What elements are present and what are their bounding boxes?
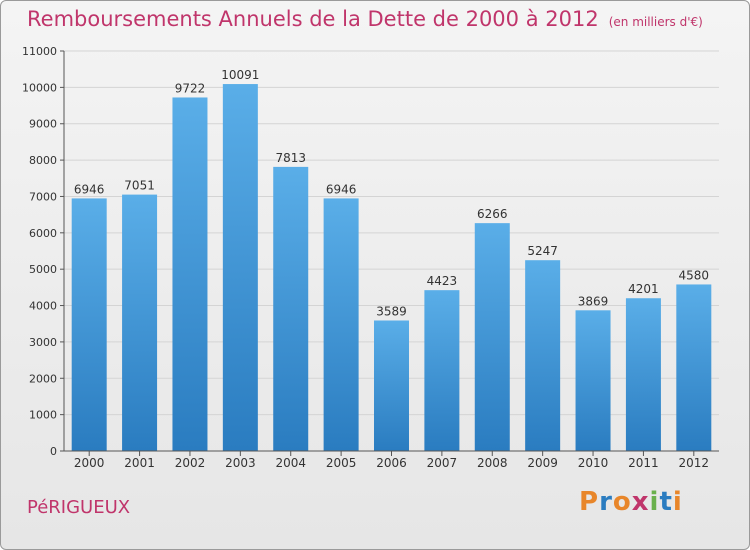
y-tick-label: 0: [50, 445, 57, 458]
x-tick-label: 2007: [427, 456, 458, 470]
bar: [575, 310, 611, 451]
x-tick-label: 2000: [74, 456, 105, 470]
x-tick-label: 2002: [175, 456, 206, 470]
data-label: 7051: [124, 179, 155, 193]
x-tick-label: 2008: [477, 456, 508, 470]
data-label: 6266: [477, 207, 508, 221]
x-axis: 2000 2001 2002 2003 2004 2005 2006 2007 2008 2009…: [64, 450, 719, 470]
y-tick-label: 8000: [29, 154, 57, 167]
y-tick-label: 7000: [29, 190, 57, 203]
x-tick-label: 2005: [326, 456, 357, 470]
x-tick-label: 2006: [376, 456, 407, 470]
x-tick-label: 2009: [527, 456, 558, 470]
data-label: 7813: [275, 151, 306, 165]
x-tick-label: 2001: [124, 456, 155, 470]
data-label: 3869: [578, 294, 609, 308]
logo-letter: t: [659, 487, 673, 517]
y-tick-label: 3000: [29, 336, 57, 349]
bar: [676, 284, 712, 451]
bar: [474, 223, 510, 451]
y-tick-label: 6000: [29, 227, 57, 240]
data-label: 4580: [679, 268, 710, 282]
bars: 6946 7051 9722 10091 7813 6946 3589 4423 6266 524…: [71, 68, 712, 452]
y-tick-label: 10000: [22, 81, 57, 94]
data-label: 6946: [326, 182, 357, 196]
bar: [625, 298, 661, 451]
logo-letter: r: [599, 487, 613, 517]
logo-letter: o: [612, 487, 632, 517]
bar: [122, 194, 158, 451]
bar: [424, 290, 460, 451]
data-label: 4201: [628, 282, 659, 296]
bar: [222, 84, 258, 452]
chart-title: Remboursements Annuels de la Dette de 20…: [27, 7, 703, 31]
data-label: 4423: [427, 274, 458, 288]
data-label: 5247: [527, 244, 558, 258]
logo-letter: P: [579, 487, 600, 517]
logo-letter: x: [631, 487, 650, 517]
city-name: PéRIGUEUX: [27, 497, 131, 518]
data-label: 6946: [74, 182, 105, 196]
x-tick-label: 2003: [225, 456, 256, 470]
y-tick-label: 9000: [29, 118, 57, 131]
y-tick-label: 11000: [22, 45, 57, 58]
chart-subtitle: (en milliers d'€): [608, 15, 703, 29]
y-tick-label: 1000: [29, 409, 57, 422]
chart-title-text: Remboursements Annuels de la Dette de 20…: [27, 7, 599, 31]
y-tick-label: 2000: [29, 372, 57, 385]
data-label: 3589: [376, 304, 407, 318]
y-tick-label: 4000: [29, 300, 57, 313]
x-tick-label: 2011: [628, 456, 659, 470]
bar: [172, 97, 208, 452]
y-axis: 0 1000 2000 3000 4000 5000 6000 7000 8000 9000 100…: [22, 45, 65, 458]
bar: [323, 198, 359, 451]
bar: [71, 198, 107, 451]
x-tick-label: 2004: [275, 456, 306, 470]
bar: [273, 166, 309, 451]
x-tick-label: 2012: [679, 456, 710, 470]
x-tick-label: 2010: [578, 456, 609, 470]
y-tick-label: 5000: [29, 263, 57, 276]
logo-letter: i: [649, 487, 660, 517]
data-label: 9722: [175, 81, 206, 95]
bar: [374, 320, 409, 451]
proxiti-logo[interactable]: Proxiti: [579, 487, 683, 517]
data-label: 10091: [221, 68, 259, 82]
bar: [525, 260, 561, 451]
logo-letter: i: [672, 487, 683, 517]
